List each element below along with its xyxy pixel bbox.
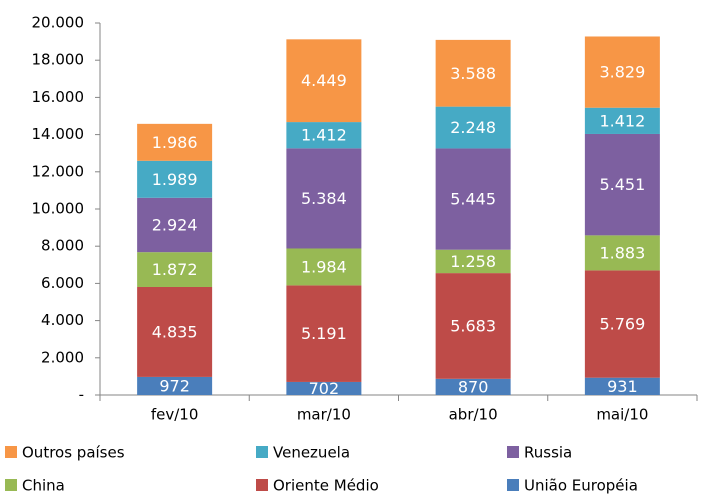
bar-segment — [584, 270, 660, 378]
x-tick-label: fev/10 — [151, 406, 199, 424]
value-label: 5.769 — [599, 315, 645, 334]
bar-segment — [584, 377, 660, 395]
bar-segment — [584, 133, 660, 236]
legend-swatch — [507, 446, 519, 458]
y-tick-label: 2.000 — [41, 348, 84, 366]
value-label: 3.829 — [599, 63, 645, 82]
bar-segment — [435, 273, 511, 379]
y-tick-label: 4.000 — [41, 311, 84, 329]
legend-label: Oriente Médio — [273, 477, 379, 495]
bar-segment — [286, 248, 362, 286]
y-tick-label: 12.000 — [32, 162, 85, 180]
value-label: 1.986 — [152, 133, 198, 152]
legend-swatch — [256, 446, 268, 458]
value-label: 2.924 — [152, 215, 198, 234]
y-tick-label: 16.000 — [32, 88, 85, 106]
value-label: 2.248 — [450, 118, 496, 137]
bar-segment — [137, 160, 213, 198]
bar-segment — [137, 197, 213, 253]
legend-swatch — [5, 479, 17, 491]
value-label: 4.449 — [301, 71, 347, 90]
bar-segment — [584, 36, 660, 108]
x-tick-label: abr/10 — [449, 406, 498, 424]
legend-swatch — [5, 446, 17, 458]
legend-swatch — [256, 479, 268, 491]
value-label: 3.588 — [450, 64, 496, 83]
value-label: 5.384 — [301, 189, 347, 208]
value-label: 1.412 — [599, 111, 645, 130]
bar-segment — [435, 148, 511, 250]
y-tick-label: 6.000 — [41, 274, 84, 292]
bar-segment — [286, 122, 362, 149]
bar-segment — [435, 249, 511, 274]
legend-label: Outros países — [22, 444, 125, 462]
value-label: 1.984 — [301, 257, 347, 276]
y-tick-label: 8.000 — [41, 237, 84, 255]
bar-segment — [286, 148, 362, 249]
bar-segment — [435, 378, 511, 395]
bar-segment — [286, 285, 362, 382]
value-label: 5.683 — [450, 316, 496, 335]
y-tick-label: 14.000 — [32, 125, 85, 143]
bar-segment — [137, 376, 213, 395]
legend-swatch — [507, 479, 519, 491]
bar-segment — [137, 286, 213, 377]
value-label: 931 — [607, 377, 638, 396]
value-label: 5.451 — [599, 175, 645, 194]
bar-segment — [137, 252, 213, 287]
value-label: 972 — [159, 376, 190, 395]
legend-label: União Européia — [524, 477, 638, 495]
bar-segment — [584, 235, 660, 271]
legend-label: Russia — [524, 444, 572, 462]
value-label: 1.883 — [599, 243, 645, 262]
y-tick-label: 20.000 — [32, 14, 85, 32]
bar-segment — [435, 106, 511, 149]
value-label: 5.191 — [301, 324, 347, 343]
legend-label: Venezuela — [273, 444, 350, 462]
x-tick-label: mai/10 — [596, 406, 648, 424]
value-label: 4.835 — [152, 322, 198, 341]
bar-segment — [137, 123, 213, 161]
value-label: 1.872 — [152, 260, 198, 279]
value-label: 702 — [309, 379, 340, 398]
value-label: 1.258 — [450, 252, 496, 271]
bar-segment — [584, 107, 660, 134]
y-tick-label: 18.000 — [32, 51, 85, 69]
bar-segment — [286, 381, 362, 395]
y-tick-label: - — [79, 386, 84, 404]
bar-segment — [286, 39, 362, 123]
value-label: 1.989 — [152, 170, 198, 189]
x-tick-label: mar/10 — [297, 406, 351, 424]
bar-segment — [435, 39, 511, 107]
value-label: 870 — [458, 377, 489, 396]
legend-label: China — [22, 477, 65, 495]
value-label: 5.445 — [450, 190, 496, 209]
y-tick-label: 10.000 — [32, 200, 85, 218]
value-label: 1.412 — [301, 126, 347, 145]
